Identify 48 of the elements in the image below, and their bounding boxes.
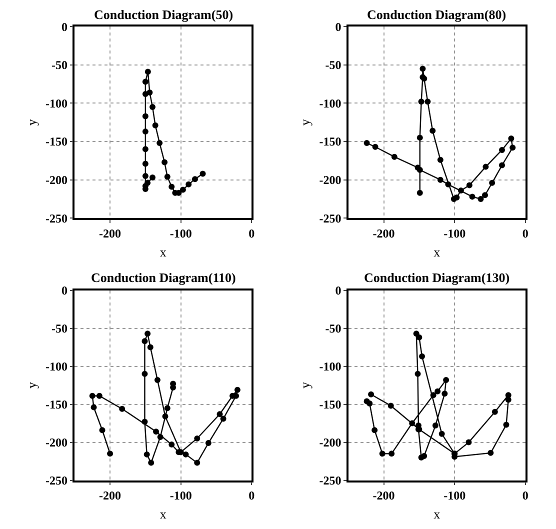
x-axis-title: x (434, 244, 441, 260)
y-tick-label: -50 (52, 321, 68, 336)
x-axis-title: x (160, 506, 167, 522)
y-tick-label: -50 (325, 58, 342, 72)
x-tick-label: -200 (99, 226, 122, 240)
x-axis-title: x (160, 244, 167, 260)
chart-title: Conduction Diagram(80) (367, 7, 506, 22)
y-tick-label: -150 (319, 397, 342, 412)
x-tick-label: 0 (248, 226, 255, 240)
y-tick-label: 0 (62, 20, 68, 34)
x-tick-label: -100 (444, 488, 466, 502)
chart-title: Conduction Diagram(130) (364, 270, 510, 285)
y-tick-label: -200 (46, 435, 68, 450)
y-tick-label: -200 (319, 173, 342, 188)
y-tick-label: -50 (52, 58, 68, 72)
y-tick-label: -200 (46, 173, 68, 188)
y-axis-title: y (298, 118, 313, 126)
y-tick-label: -250 (319, 211, 342, 226)
y-tick-label: -50 (325, 321, 342, 336)
y-tick-label: -250 (46, 211, 68, 226)
x-tick-label: 0 (522, 226, 528, 240)
y-tick-label: -100 (319, 359, 342, 374)
y-tick-label: -100 (46, 359, 68, 374)
y-tick-label: -200 (319, 435, 342, 450)
y-axis-title: y (24, 382, 39, 389)
y-tick-label: 0 (335, 283, 342, 298)
y-tick-label: -100 (319, 96, 342, 110)
x-tick-label: 0 (522, 488, 528, 502)
y-tick-label: 0 (62, 283, 68, 298)
y-axis-title: y (298, 382, 313, 389)
y-tick-label: -250 (319, 473, 342, 488)
x-tick-label: -100 (170, 488, 192, 502)
x-tick-label: -200 (99, 488, 122, 502)
chart-title: Conduction Diagram(50) (94, 7, 234, 22)
x-tick-label: -100 (444, 226, 466, 240)
y-tick-label: -150 (319, 134, 342, 149)
x-tick-label: -200 (372, 226, 395, 240)
y-axis-title: y (24, 118, 39, 126)
x-tick-label: -200 (372, 488, 395, 502)
x-tick-label: 0 (248, 488, 255, 502)
y-tick-label: 0 (335, 20, 342, 34)
y-tick-label: -250 (46, 473, 68, 488)
chart-title: Conduction Diagram(110) (91, 270, 236, 285)
y-tick-label: -150 (46, 397, 68, 412)
x-axis-title: x (434, 506, 441, 522)
y-tick-label: -150 (46, 134, 68, 149)
x-tick-label: -100 (170, 226, 192, 240)
y-tick-label: -100 (46, 96, 68, 110)
